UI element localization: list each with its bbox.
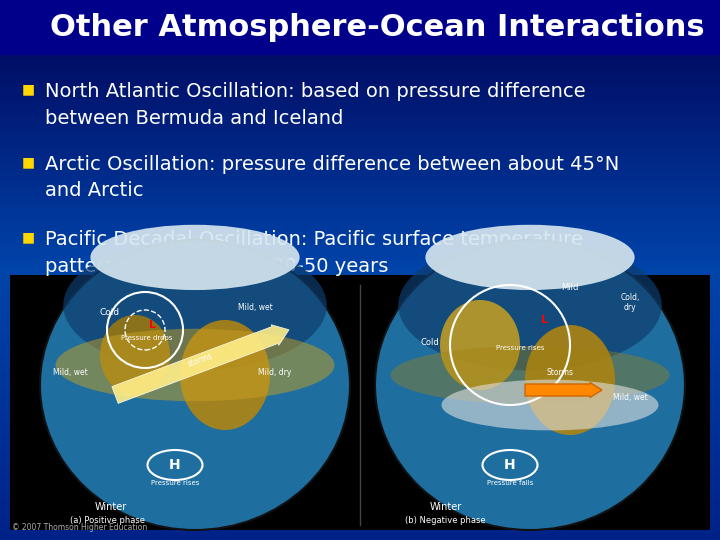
Text: L: L [541, 315, 549, 325]
Text: Other Atmosphere-Ocean Interactions: Other Atmosphere-Ocean Interactions [50, 12, 705, 42]
Text: Mild, wet: Mild, wet [613, 393, 647, 402]
Bar [10, 275, 710, 530]
Text: ■: ■ [22, 155, 35, 169]
Text: (b) Negative phase: (b) Negative phase [405, 516, 485, 525]
Text: Arctic Oscillation: pressure difference between about 45°N
and Arctic: Arctic Oscillation: pressure difference … [45, 155, 619, 200]
Text: Mild: Mild [562, 283, 579, 292]
Text: (a) Positive phase: (a) Positive phase [70, 516, 145, 525]
Text: North Atlantic Oscillation: based on pressure difference
between Bermuda and Ice: North Atlantic Oscillation: based on pre… [45, 82, 585, 127]
Text: Pressure drops: Pressure drops [121, 335, 173, 341]
Text: © 2007 Thomson Higher Education: © 2007 Thomson Higher Education [12, 523, 148, 532]
Text: H: H [169, 458, 181, 472]
Text: Winter: Winter [95, 502, 127, 512]
FancyArrow shape [525, 382, 602, 397]
Ellipse shape [375, 240, 685, 530]
Bar [0, 0, 720, 55]
FancyArrow shape [112, 325, 289, 403]
Ellipse shape [441, 380, 659, 430]
Ellipse shape [63, 240, 327, 370]
Ellipse shape [525, 325, 615, 435]
Ellipse shape [100, 315, 170, 395]
Ellipse shape [426, 225, 634, 290]
Ellipse shape [180, 320, 270, 430]
Text: Cold: Cold [420, 338, 439, 347]
Text: Pressure falls: Pressure falls [487, 480, 534, 486]
Text: Mild, dry: Mild, dry [258, 368, 292, 377]
Ellipse shape [55, 329, 335, 401]
Ellipse shape [91, 225, 300, 290]
Text: H: H [504, 458, 516, 472]
Text: Pressure rises: Pressure rises [150, 480, 199, 486]
Text: Cold: Cold [100, 308, 120, 317]
Ellipse shape [440, 300, 520, 390]
Text: storms: storms [186, 352, 214, 369]
Ellipse shape [40, 240, 350, 530]
Text: Mild, wet: Mild, wet [238, 303, 272, 312]
Ellipse shape [398, 240, 662, 370]
Text: Cold,
dry: Cold, dry [621, 293, 639, 312]
Ellipse shape [390, 346, 670, 404]
Text: Storms: Storms [546, 368, 574, 377]
Text: Mild, wet: Mild, wet [53, 368, 87, 377]
Text: Pressure rises: Pressure rises [496, 345, 544, 351]
Text: L: L [150, 320, 156, 330]
Text: ■: ■ [22, 230, 35, 244]
Text: ■: ■ [22, 82, 35, 96]
Text: Winter: Winter [430, 502, 462, 512]
Text: Pacific Decadal Oscillation: Pacific surface temperature
pattern changes every 3: Pacific Decadal Oscillation: Pacific sur… [45, 230, 583, 275]
